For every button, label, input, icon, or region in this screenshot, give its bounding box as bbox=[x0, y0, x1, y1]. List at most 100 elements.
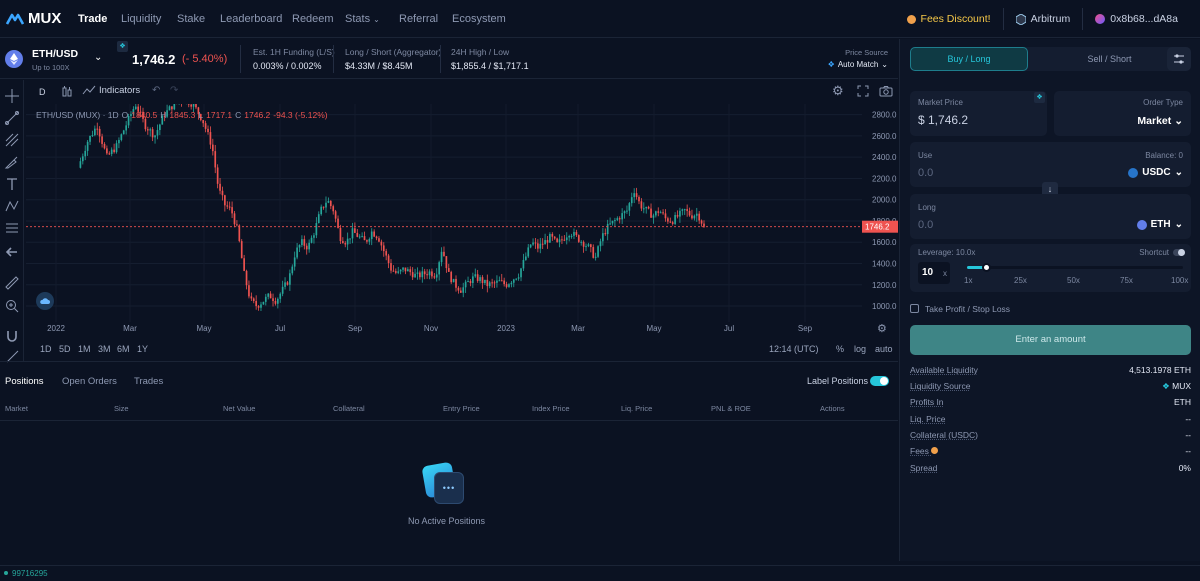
candle-body bbox=[187, 99, 190, 105]
nav-leaderboard[interactable]: Leaderboard bbox=[220, 13, 283, 25]
candle-body bbox=[86, 141, 89, 151]
price-chart[interactable]: 2800.02600.02400.02200.02000.01800.01600… bbox=[26, 95, 898, 340]
shortcut-toggle[interactable] bbox=[1173, 249, 1185, 256]
candle-type-icon[interactable] bbox=[61, 85, 72, 99]
slider-tick-50x[interactable]: 50x bbox=[1067, 276, 1080, 285]
pair-dropdown-chevron-icon[interactable]: ⌄ bbox=[94, 52, 103, 63]
indicators-icon bbox=[82, 85, 96, 95]
long-token-selector[interactable]: ETH ⌄ bbox=[1136, 219, 1183, 230]
slider-tick-25x[interactable]: 25x bbox=[1014, 276, 1027, 285]
auto-toggle[interactable]: auto bbox=[875, 344, 893, 354]
ruler-icon[interactable] bbox=[4, 275, 20, 291]
percent-toggle[interactable]: % bbox=[836, 344, 845, 354]
col-net-value: Net Value bbox=[223, 404, 256, 413]
lock-drawings-icon[interactable] bbox=[4, 348, 20, 364]
fees-discount-button[interactable]: Fees Discount! bbox=[895, 8, 1003, 30]
tab-open-orders[interactable]: Open Orders bbox=[62, 376, 117, 387]
settings-gear-icon[interactable]: ⚙ bbox=[832, 83, 844, 98]
legend-change: -94.3 (-5.12%) bbox=[273, 110, 328, 120]
candle-body bbox=[233, 213, 236, 225]
divider bbox=[333, 45, 334, 73]
candle-body bbox=[291, 266, 294, 274]
candle-body bbox=[98, 128, 101, 137]
nav-ecosystem[interactable]: Ecosystem bbox=[452, 13, 506, 25]
nav-redeem[interactable]: Redeem bbox=[292, 13, 334, 25]
candle-body bbox=[356, 232, 359, 237]
fib-tool-icon[interactable] bbox=[4, 132, 20, 148]
timeframe-1m[interactable]: 1M bbox=[78, 344, 91, 354]
leverage-input[interactable]: 10 x bbox=[918, 262, 950, 284]
chart-canvas[interactable]: 2800.02600.02400.02200.02000.01800.01600… bbox=[26, 95, 898, 340]
wallet-button[interactable]: 0x8b68...dA8a bbox=[1082, 8, 1190, 30]
price-source-selector[interactable]: ❖ Auto Match ⌄ bbox=[828, 60, 888, 69]
timeframe-1d[interactable]: 1D bbox=[40, 344, 52, 354]
timeframe-1y[interactable]: 1Y bbox=[137, 344, 149, 354]
interval-button[interactable]: D bbox=[39, 87, 46, 97]
slider-tick-75x[interactable]: 75x bbox=[1120, 276, 1133, 285]
brush-icon[interactable] bbox=[4, 154, 20, 170]
sell-short-tab[interactable]: Sell / Short bbox=[1087, 54, 1132, 64]
high-low-value: $1,855.4 / $1,717.1 bbox=[451, 61, 529, 71]
candle-body bbox=[698, 213, 701, 221]
candle-body bbox=[589, 244, 592, 248]
candle-body bbox=[570, 235, 573, 237]
nav-liquidity[interactable]: Liquidity bbox=[121, 13, 162, 25]
indicators-button[interactable]: Indicators bbox=[82, 84, 140, 96]
timeframe-3m[interactable]: 3M bbox=[98, 344, 111, 354]
buy-long-tab[interactable]: Buy / Long bbox=[910, 47, 1028, 71]
timeframe-6m[interactable]: 6M bbox=[117, 344, 130, 354]
use-amount-input[interactable]: 0.0 bbox=[918, 167, 934, 179]
use-token-selector[interactable]: USDC ⌄ bbox=[1128, 167, 1183, 178]
crosshair-icon[interactable] bbox=[4, 88, 20, 104]
leverage-slider-thumb[interactable] bbox=[982, 263, 991, 272]
candle-body bbox=[286, 282, 289, 285]
long-amount-input[interactable]: 0.0 bbox=[918, 219, 934, 231]
magnet-icon[interactable] bbox=[4, 328, 20, 344]
zoom-in-icon[interactable] bbox=[4, 298, 20, 314]
pair-name[interactable]: ETH/USD bbox=[32, 48, 79, 60]
text-icon[interactable] bbox=[4, 176, 20, 192]
nav-trade[interactable]: Trade bbox=[78, 13, 108, 25]
redo-icon[interactable]: ↷ bbox=[170, 85, 179, 96]
tpsl-checkbox[interactable] bbox=[910, 304, 919, 313]
leverage-slider-track[interactable] bbox=[967, 263, 1183, 272]
candle-body bbox=[419, 272, 421, 278]
cloud-icon[interactable] bbox=[36, 292, 54, 310]
tab-positions[interactable]: Positions bbox=[5, 376, 44, 387]
camera-icon[interactable] bbox=[879, 85, 893, 97]
timeframe-5d[interactable]: 5D bbox=[59, 344, 71, 354]
chart-time[interactable]: 12:14 (UTC) bbox=[769, 344, 819, 354]
drawing-toolbar bbox=[0, 80, 24, 364]
col-pnl-roe: PNL & ROE bbox=[711, 404, 751, 413]
measure-icon[interactable] bbox=[4, 220, 20, 236]
slider-tick-1x[interactable]: 1x bbox=[964, 276, 973, 285]
trend-line-icon[interactable] bbox=[4, 110, 20, 126]
fullscreen-icon[interactable] bbox=[857, 85, 869, 97]
log-toggle[interactable]: log bbox=[854, 344, 867, 354]
order-type-selector[interactable]: Order Type Market ⌄ bbox=[1054, 91, 1191, 136]
slider-tick-100x[interactable]: 100x bbox=[1171, 276, 1189, 285]
candle-body bbox=[134, 106, 137, 110]
label-positions-toggle[interactable] bbox=[870, 376, 889, 386]
candle-body bbox=[144, 118, 147, 130]
tab-trades[interactable]: Trades bbox=[134, 376, 164, 387]
axis-settings-icon[interactable]: ⚙ bbox=[877, 323, 887, 335]
candle-body bbox=[527, 247, 530, 257]
legend-open: 1840.5 bbox=[131, 110, 158, 120]
slippage-settings-button[interactable] bbox=[1167, 47, 1191, 71]
y-tick-label: 1200.0 bbox=[872, 281, 897, 290]
candle-body bbox=[674, 215, 676, 224]
undo-icon[interactable]: ↶ bbox=[152, 85, 161, 96]
candle-body bbox=[546, 240, 549, 243]
leverage-label: Leverage: 10.0x bbox=[918, 248, 976, 257]
network-selector[interactable]: Arbitrum bbox=[1002, 8, 1083, 30]
use-label: Use bbox=[918, 151, 933, 160]
arrow-left-icon[interactable] bbox=[4, 244, 20, 260]
nav-stake[interactable]: Stake bbox=[177, 13, 206, 25]
pattern-icon[interactable] bbox=[4, 198, 20, 214]
nav-referral[interactable]: Referral bbox=[399, 13, 439, 25]
enter-amount-button[interactable]: Enter an amount bbox=[910, 325, 1191, 355]
mux-logo[interactable]: MUX bbox=[6, 10, 61, 27]
tpsl-label: Take Profit / Stop Loss bbox=[925, 304, 1011, 314]
nav-stats[interactable]: Stats ⌄ bbox=[345, 13, 380, 25]
